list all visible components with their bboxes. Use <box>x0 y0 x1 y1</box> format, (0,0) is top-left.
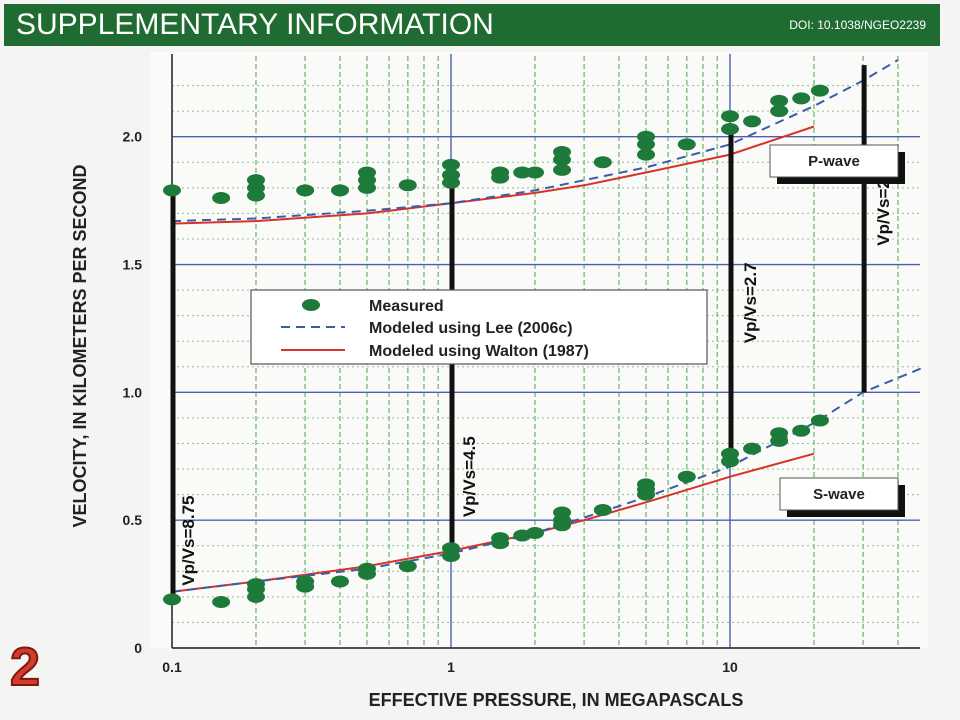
measured-point <box>677 470 696 483</box>
measured-point <box>770 427 789 440</box>
x-tick-label: 10 <box>722 659 738 675</box>
measured-point <box>637 478 656 491</box>
measured-point <box>525 166 544 179</box>
page-title: SUPPLEMENTARY INFORMATION <box>16 8 494 41</box>
measured-point <box>810 414 829 427</box>
measured-point <box>330 184 349 197</box>
measured-point <box>442 158 460 171</box>
measured-point <box>212 595 231 608</box>
measured-point <box>721 110 739 123</box>
x-tick-label: 1 <box>447 659 455 675</box>
doi-label: DOI: 10.1038/NGEO2239 <box>789 18 926 32</box>
lee-curve <box>171 59 899 223</box>
measured-point <box>553 163 572 176</box>
measured-point <box>491 166 510 179</box>
measured-point <box>792 92 811 105</box>
y-axis-title: VELOCITY, IN KILOMETERS PER SECOND <box>70 164 90 527</box>
s-wave-label: S-wave <box>813 486 865 503</box>
legend-entry-label: Measured <box>369 298 444 315</box>
measured-point <box>553 506 572 519</box>
measured-point <box>246 578 265 591</box>
walton-curve <box>171 125 815 225</box>
measured-point <box>163 184 181 197</box>
measured-point <box>721 123 739 136</box>
measured-point <box>296 575 315 588</box>
measured-point <box>770 105 789 118</box>
measured-point <box>442 542 460 555</box>
p-wave-box <box>769 144 899 178</box>
x-axis-title: EFFECTIVE PRESSURE, IN MEGAPASCALS <box>369 690 744 710</box>
measured-point <box>246 174 265 187</box>
measured-point <box>792 424 811 437</box>
measured-point <box>637 148 656 161</box>
measured-point <box>491 532 510 545</box>
measured-point <box>721 447 739 460</box>
measured-point <box>553 146 572 159</box>
measured-point <box>513 166 532 179</box>
s-wave-box <box>779 477 899 511</box>
measured-point <box>163 593 181 606</box>
measured-point <box>358 562 377 575</box>
y-tick-label: 0.5 <box>123 512 143 528</box>
y-tick-label: 0 <box>134 640 142 656</box>
y-tick-label: 1.5 <box>123 257 143 273</box>
legend-marker-measured <box>302 299 320 311</box>
measured-point <box>743 442 762 455</box>
measured-point <box>212 192 231 205</box>
measured-point <box>525 526 544 539</box>
legend-entry-label: Modeled using Lee (2006c) <box>369 320 573 337</box>
measured-point <box>398 179 417 192</box>
y-tick-label: 1.0 <box>123 384 143 400</box>
measured-point <box>398 560 417 573</box>
measured-point <box>743 115 762 128</box>
x-tick-label: 0.1 <box>162 659 182 675</box>
header-banner: SUPPLEMENTARY INFORMATION DOI: 10.1038/N… <box>4 4 940 46</box>
vp-vs-label: Vp/Vs=8.75 <box>179 495 198 585</box>
p-wave-label: P-wave <box>808 153 860 170</box>
measured-point <box>810 84 829 97</box>
slide-number: 2 <box>9 636 41 698</box>
measured-point <box>296 184 315 197</box>
vp-vs-label: Vp/Vs=2.7 <box>741 262 760 343</box>
y-tick-label: 2.0 <box>123 129 143 145</box>
measured-point <box>442 169 460 182</box>
measured-point <box>593 156 612 169</box>
measured-point <box>330 575 349 588</box>
measured-point <box>770 94 789 107</box>
measured-point <box>358 166 377 179</box>
measured-point <box>677 138 696 151</box>
legend-entry-label: Modeled using Walton (1987) <box>369 343 589 360</box>
legend: Measured Modeled using Lee (2006c) Modeled… <box>250 289 708 365</box>
measured-point <box>637 130 656 143</box>
measured-point <box>593 503 612 516</box>
vp-vs-label: Vp/Vs=4.5 <box>460 436 479 517</box>
